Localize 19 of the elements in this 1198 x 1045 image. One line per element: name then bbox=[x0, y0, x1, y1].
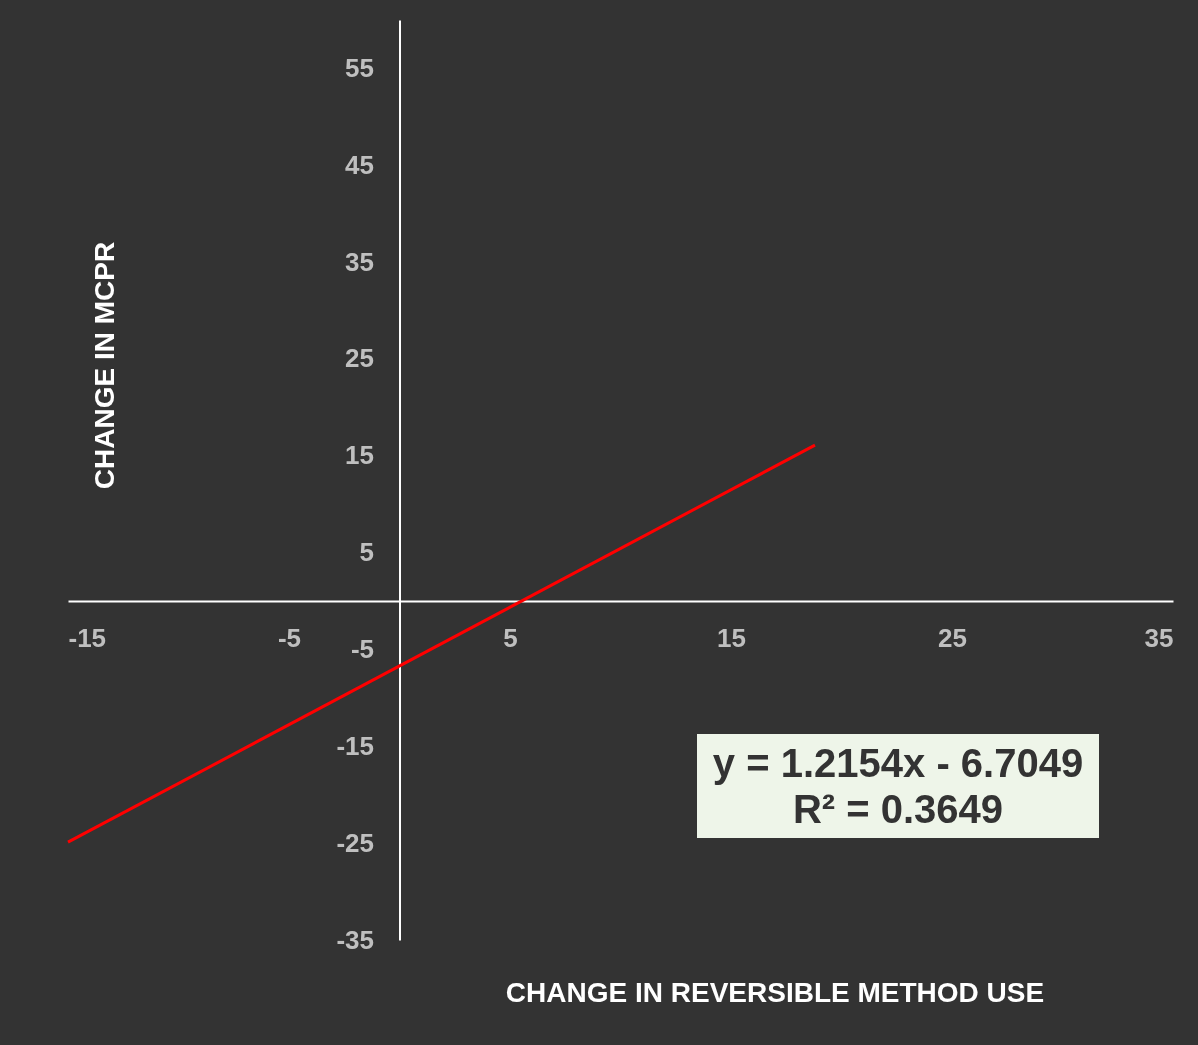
y-axis-title: CHANGE IN MCPR bbox=[88, 241, 120, 490]
y-tick-label: -25 bbox=[336, 827, 374, 858]
x-tick-label: 25 bbox=[938, 622, 967, 653]
x-tick-label: -15 bbox=[68, 622, 107, 653]
x-tick-label: -5 bbox=[277, 622, 302, 653]
y-tick-label: 55 bbox=[345, 52, 374, 83]
y-tick-label: 45 bbox=[345, 149, 374, 180]
y-tick-label: 5 bbox=[359, 537, 374, 568]
x-tick-label: 15 bbox=[717, 622, 746, 653]
annotation: R² = 0.3649 bbox=[791, 786, 1005, 832]
annotation: y = 1.2154x - 6.7049 bbox=[711, 740, 1085, 786]
x-tick-label: 5 bbox=[503, 622, 518, 653]
y-tick-label: 25 bbox=[345, 343, 374, 374]
y-tick-label: 35 bbox=[345, 246, 374, 277]
x-tick-label: 35 bbox=[1144, 622, 1174, 653]
y-tick-label: -15 bbox=[336, 730, 374, 761]
x-axis-title: CHANGE IN REVERSIBLE METHOD USE bbox=[504, 976, 1046, 1010]
y-tick-label: -35 bbox=[336, 924, 374, 955]
y-tick-label: 15 bbox=[345, 440, 374, 471]
